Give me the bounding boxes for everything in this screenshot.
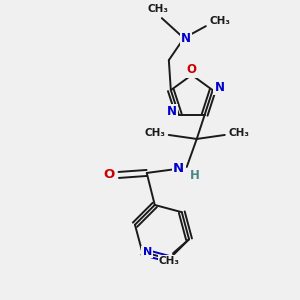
- Text: H: H: [190, 169, 200, 182]
- Text: N: N: [169, 256, 179, 266]
- Text: CH₃: CH₃: [158, 256, 179, 266]
- Text: N: N: [142, 247, 152, 257]
- Text: N: N: [173, 163, 184, 176]
- Text: O: O: [103, 169, 114, 182]
- Text: O: O: [187, 64, 197, 76]
- Text: CH₃: CH₃: [228, 128, 249, 138]
- Text: CH₃: CH₃: [144, 128, 165, 138]
- Text: N: N: [215, 81, 225, 94]
- Text: N: N: [167, 105, 177, 118]
- Text: CH₃: CH₃: [209, 16, 230, 26]
- Text: CH₃: CH₃: [147, 4, 168, 14]
- Text: N: N: [181, 32, 191, 45]
